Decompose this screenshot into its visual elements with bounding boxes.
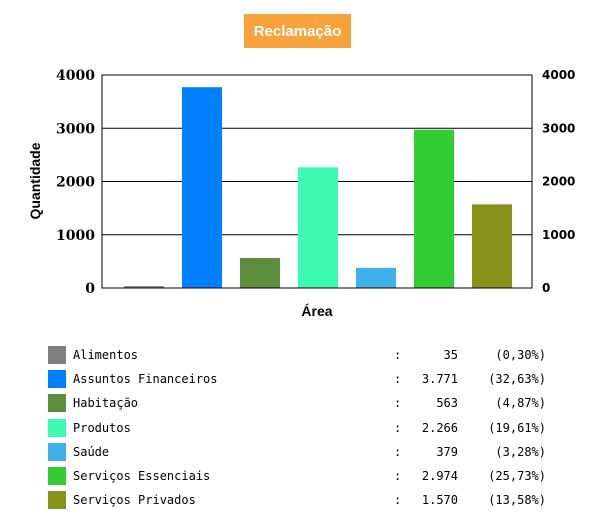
legend-swatch (48, 346, 66, 364)
x-axis-label: Área (301, 303, 332, 319)
legend-separator: : (394, 396, 402, 411)
legend-percent: (19,61%) (488, 420, 546, 435)
legend-percent: (13,58%) (488, 493, 546, 508)
y-tick-label-right: 2000 (542, 175, 575, 189)
legend-separator: : (394, 444, 402, 459)
legend-percent: (0,30%) (495, 348, 546, 362)
legend-swatch (48, 466, 66, 485)
legend-swatch (48, 370, 66, 389)
legend-separator: : (394, 372, 402, 387)
legend-separator: : (394, 348, 402, 362)
legend-swatch (48, 394, 66, 413)
legend-row: Serviços Essenciais: 2.974 (25,73%) (48, 465, 568, 489)
legend-name: Serviços Privados (73, 493, 196, 508)
legend-table: Alimentos: 35 (0,30%) Assuntos Financeiros:… (48, 344, 568, 513)
y-axis-right-ticks: 0 1000 2000 3000 4000 (542, 68, 575, 295)
legend-percent: (3,28%) (495, 444, 546, 459)
legend-percent: (4,87%) (495, 396, 546, 411)
y-axis-left-ticks: 0 1000 2000 3000 4000 (56, 68, 95, 297)
legend-count: 2.974 (421, 468, 458, 483)
y-axis-label: Quantidade (27, 142, 43, 219)
y-tick-label-left: 0 (85, 281, 95, 297)
y-tick-label-left: 2000 (56, 175, 95, 191)
bar-5 (414, 129, 454, 288)
legend-count: 2.266 (421, 420, 458, 435)
y-tick-label-right: 0 (542, 281, 550, 295)
y-tick-label-left: 4000 (56, 68, 95, 84)
bar-1 (182, 87, 222, 289)
chart-title: Reclamação (244, 14, 351, 48)
legend-row: Assuntos Financeiros: 3.771 (32,63%) (48, 368, 568, 392)
legend-row: Saúde: 379 (3,28%) (48, 441, 568, 465)
legend-count: 379 (436, 444, 458, 459)
y-tick-label-right: 3000 (542, 121, 575, 135)
legend-name: Serviços Essenciais (73, 468, 211, 483)
y-tick-label-left: 1000 (56, 228, 95, 244)
plot-border (101, 74, 533, 289)
bar-0 (124, 286, 164, 288)
legend-separator: : (394, 493, 402, 508)
legend-swatch (48, 418, 66, 437)
legend-name: Assuntos Financeiros (73, 372, 218, 387)
legend-row: Habitação: 563 (4,87%) (48, 392, 568, 416)
legend-count: 563 (436, 396, 458, 411)
legend-swatch (48, 442, 66, 461)
legend-separator: : (394, 468, 402, 483)
legend-separator: : (394, 420, 402, 435)
bar-2 (240, 258, 280, 288)
bar-4 (356, 267, 396, 288)
legend-percent: (25,73%) (488, 468, 546, 483)
bar-chart: 0 1000 2000 3000 4000 0 1000 2000 3000 4000 Quan… (27, 68, 575, 319)
y-tick-label-right: 4000 (542, 68, 575, 82)
legend-name: Produtos (73, 420, 131, 435)
legend-row: Produtos: 2.266 (19,61%) (48, 417, 568, 441)
legend-percent: (32,63%) (488, 372, 546, 387)
y-tick-label-left: 3000 (56, 121, 95, 137)
legend-row: Alimentos: 35 (0,30%) (48, 344, 568, 368)
bar-3 (298, 167, 338, 288)
legend-swatch (48, 491, 66, 510)
legend-count: 3.771 (421, 372, 458, 387)
legend-name: Alimentos (73, 348, 139, 362)
legend-name: Saúde (73, 444, 110, 459)
bars (124, 87, 512, 289)
legend-count: 1.570 (421, 493, 458, 508)
legend-count: 35 (443, 348, 458, 362)
legend-name: Habitação (73, 396, 139, 411)
bar-6 (472, 204, 512, 288)
legend-row: Serviços Privados: 1.570 (13,58%) (48, 489, 568, 513)
y-tick-label-right: 1000 (542, 228, 575, 242)
